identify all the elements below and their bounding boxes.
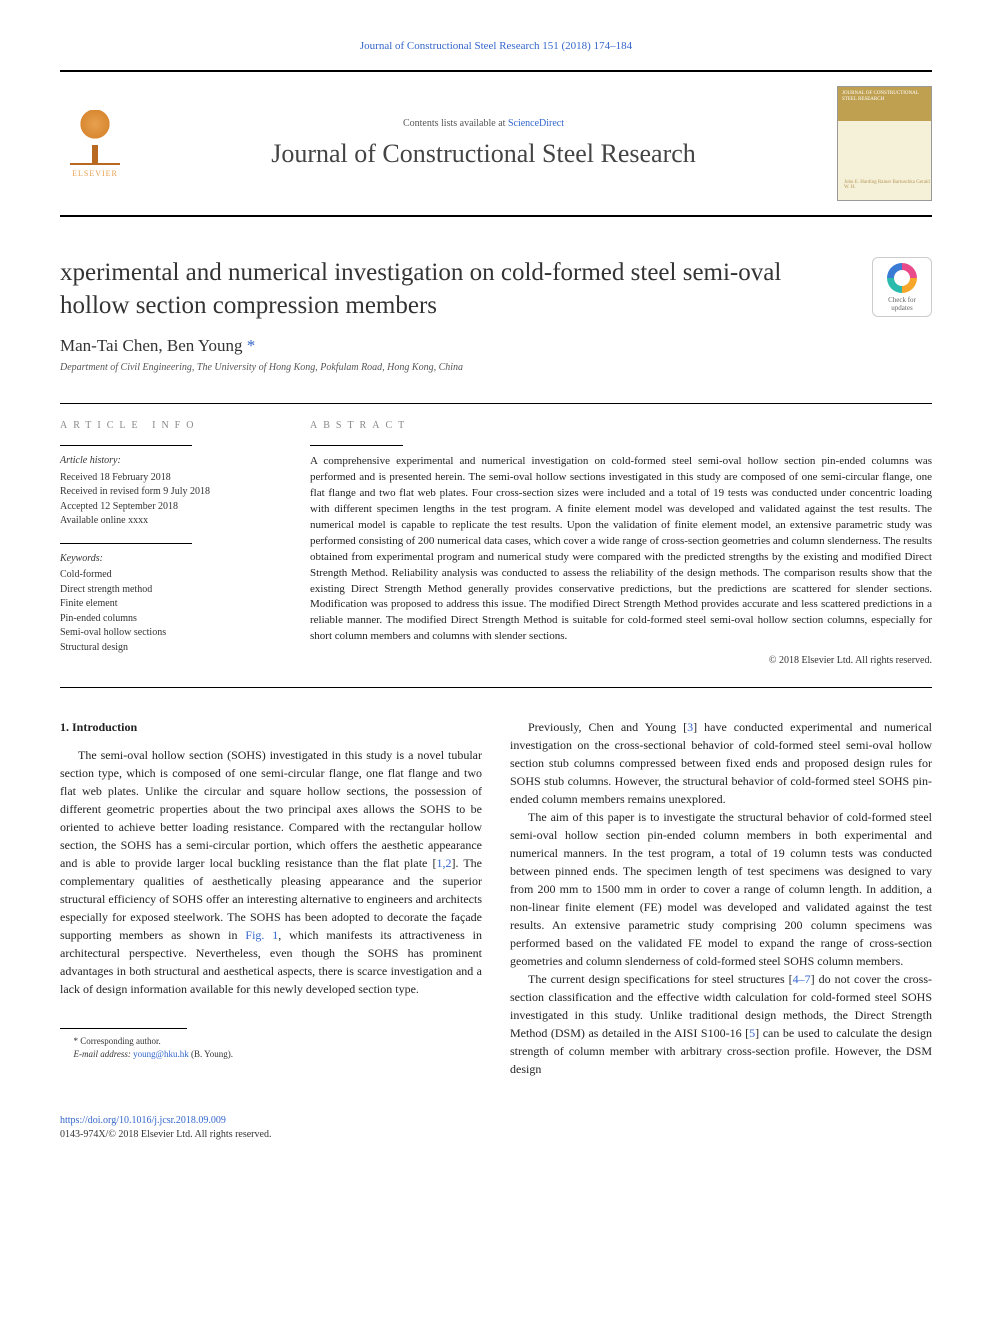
article-title: xperimental and numerical investigation … <box>60 257 932 322</box>
doi-link[interactable]: https://doi.org/10.1016/j.jcsr.2018.09.0… <box>60 1115 226 1126</box>
history-line: Received in revised form 9 July 2018 <box>60 486 210 497</box>
figure-link[interactable]: Fig. 1 <box>245 928 278 942</box>
cover-editors: John E. Harding Rainer Bartuschka Gerald… <box>844 180 931 190</box>
article-info-label: article info <box>60 420 280 431</box>
keywords-block: Keywords: Cold-formed Direct strength me… <box>60 552 280 656</box>
text-run: The semi-oval hollow section (SOHS) inve… <box>60 748 482 870</box>
sciencedirect-link[interactable]: ScienceDirect <box>508 118 564 129</box>
body-paragraph: The current design specifications for st… <box>510 970 932 1078</box>
journal-name: Journal of Constructional Steel Research <box>150 139 817 169</box>
page-footer: https://doi.org/10.1016/j.jcsr.2018.09.0… <box>60 1114 932 1142</box>
keyword: Finite element <box>60 597 280 612</box>
keyword: Pin-ended columns <box>60 612 280 627</box>
journal-cover-thumbnail[interactable]: JOURNAL OF CONSTRUCTIONAL STEEL RESEARCH… <box>837 86 932 201</box>
info-rule <box>60 543 192 544</box>
masthead-center: Contents lists available at ScienceDirec… <box>150 118 817 169</box>
text-run: Previously, Chen and Young [ <box>528 720 687 734</box>
contents-prefix: Contents lists available at <box>403 118 508 129</box>
crossmark-icon <box>887 263 917 293</box>
abstract-label: abstract <box>310 420 932 431</box>
email-label: E-mail address: <box>74 1049 134 1059</box>
abstract-text: A comprehensive experimental and numeric… <box>310 454 932 645</box>
masthead: ELSEVIER Contents lists available at Sci… <box>60 70 932 217</box>
article-history-block: Article history: Received 18 February 20… <box>60 454 280 529</box>
authors-names: Man-Tai Chen, Ben Young <box>60 336 243 355</box>
authors-line: Man-Tai Chen, Ben Young * <box>60 336 932 356</box>
keyword: Semi-oval hollow sections <box>60 626 280 641</box>
contents-lists-line: Contents lists available at ScienceDirec… <box>150 118 817 129</box>
abstract-copyright: © 2018 Elsevier Ltd. All rights reserved… <box>310 655 932 666</box>
citation-link[interactable]: 4–7 <box>793 972 811 986</box>
keyword: Cold-formed <box>60 568 280 583</box>
history-label: Article history: <box>60 454 280 469</box>
footnote-separator <box>60 1028 187 1029</box>
check-updates-line2: updates <box>891 304 912 312</box>
corresponding-author-footnote: * Corresponding author. <box>60 1035 482 1048</box>
running-header-link[interactable]: Journal of Constructional Steel Research… <box>360 40 632 52</box>
running-header: Journal of Constructional Steel Research… <box>60 40 932 52</box>
issn-copyright-line: 0143-974X/© 2018 Elsevier Ltd. All right… <box>60 1129 271 1140</box>
body-paragraph: The semi-oval hollow section (SOHS) inve… <box>60 746 482 998</box>
article-info-column: article info Article history: Received 1… <box>60 420 280 669</box>
text-run: The current design specifications for st… <box>528 972 793 986</box>
article-header: Check for updates xperimental and numeri… <box>60 257 932 373</box>
header-end-rule <box>60 687 932 688</box>
elsevier-tree-icon <box>70 110 120 165</box>
abstract-column: abstract A comprehensive experimental an… <box>310 420 932 669</box>
history-line: Received 18 February 2018 <box>60 472 171 483</box>
abstract-rule <box>310 445 403 446</box>
body-paragraph: Previously, Chen and Young [3] have cond… <box>510 718 932 808</box>
publisher-logo-text: ELSEVIER <box>72 169 118 178</box>
info-rule <box>60 445 192 446</box>
publisher-logo: ELSEVIER <box>60 104 130 184</box>
check-updates-line1: Check for <box>888 296 916 304</box>
affiliation: Department of Civil Engineering, The Uni… <box>60 362 932 373</box>
check-for-updates-button[interactable]: Check for updates <box>872 257 932 317</box>
cover-title: JOURNAL OF CONSTRUCTIONAL STEEL RESEARCH <box>842 91 927 103</box>
keywords-label: Keywords: <box>60 552 280 567</box>
body-two-column: 1. Introduction The semi-oval hollow sec… <box>60 718 932 1078</box>
info-abstract-row: article info Article history: Received 1… <box>60 403 932 669</box>
citation-link[interactable]: 1,2 <box>436 856 451 870</box>
history-line: Available online xxxx <box>60 515 148 526</box>
email-link[interactable]: young@hku.hk <box>133 1049 189 1059</box>
page-root: Journal of Constructional Steel Research… <box>0 0 992 1192</box>
email-footnote: E-mail address: young@hku.hk (B. Young). <box>60 1048 482 1061</box>
history-line: Accepted 12 September 2018 <box>60 501 178 512</box>
corresponding-mark: * <box>243 336 256 355</box>
keyword: Structural design <box>60 641 280 656</box>
body-paragraph: The aim of this paper is to investigate … <box>510 808 932 970</box>
section-heading-introduction: 1. Introduction <box>60 718 482 736</box>
keyword: Direct strength method <box>60 583 280 598</box>
email-suffix: (B. Young). <box>189 1049 233 1059</box>
